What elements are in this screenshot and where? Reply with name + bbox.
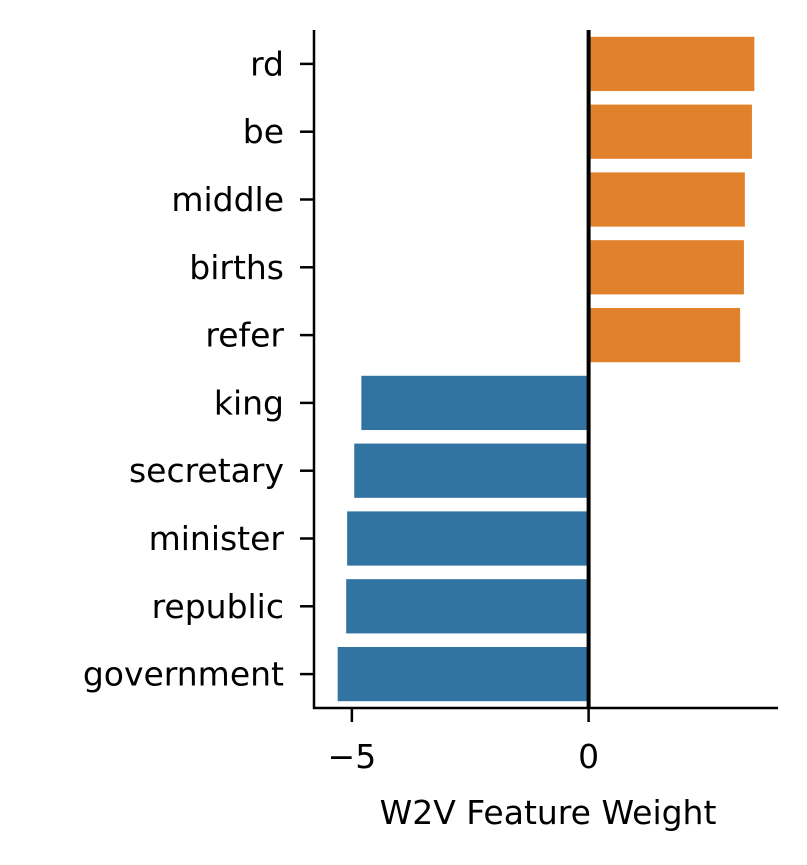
bar-refer: [588, 307, 741, 363]
bar-secretary: [354, 443, 589, 498]
bar-king: [361, 375, 589, 431]
bar-middle: [588, 172, 745, 227]
y-ticks-group: rd be middle births refer king secretary minist…: [83, 44, 314, 694]
y-tick-label-refer: refer: [205, 316, 284, 355]
y-tick-label-minister: minister: [149, 519, 285, 558]
y-tick-label-be: be: [243, 112, 284, 151]
y-tick-label-government: government: [83, 655, 284, 694]
y-tick-label-births: births: [189, 248, 284, 287]
bar-be: [588, 104, 752, 159]
x-tick-label: 0: [578, 737, 599, 776]
bar-government: [337, 646, 589, 702]
y-tick-label-middle: middle: [171, 180, 284, 219]
y-tick-label-republic: republic: [152, 587, 284, 626]
bar-births: [588, 240, 744, 295]
bars-group: [337, 36, 755, 702]
y-tick-label-king: king: [214, 383, 284, 422]
y-tick-label-secretary: secretary: [129, 451, 284, 490]
bar-rd: [588, 36, 755, 92]
bar-minister: [347, 511, 589, 566]
x-tick-label: −5: [328, 737, 377, 776]
x-axis-title: W2V Feature Weight: [380, 793, 717, 832]
x-ticks-group: −5 0: [328, 708, 599, 776]
y-tick-label-rd: rd: [250, 44, 284, 83]
bar-republic: [346, 579, 589, 634]
